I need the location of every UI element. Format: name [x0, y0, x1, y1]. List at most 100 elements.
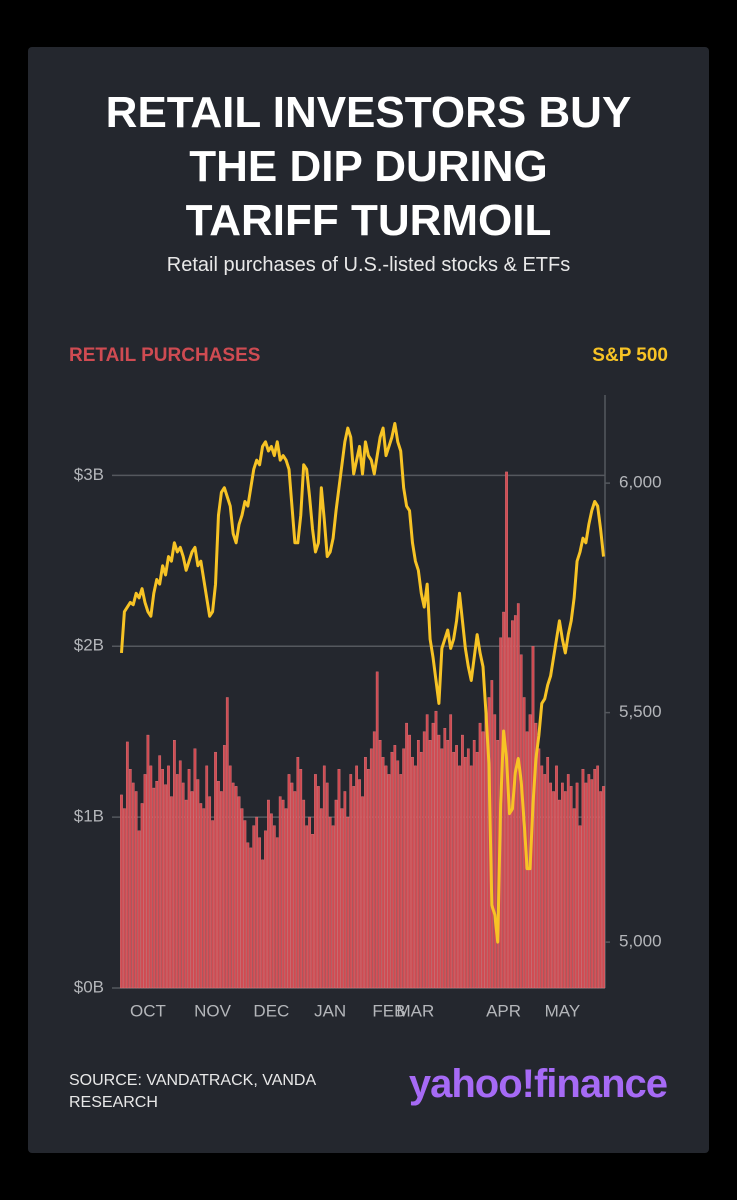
bar — [178, 760, 182, 989]
bar — [287, 774, 291, 989]
bar — [240, 808, 244, 989]
bar — [267, 799, 270, 989]
bar — [128, 769, 132, 989]
bar — [563, 791, 567, 989]
bar — [581, 769, 585, 989]
bar — [293, 791, 297, 989]
bar — [272, 825, 276, 989]
bar — [484, 714, 488, 989]
bar — [264, 830, 267, 989]
bar — [202, 808, 206, 989]
bar — [161, 769, 164, 989]
bar — [143, 774, 147, 989]
x-tick-label: JAN — [314, 1001, 346, 1020]
bar — [519, 654, 523, 989]
bar — [390, 751, 394, 989]
bar — [443, 728, 447, 989]
bar — [472, 740, 476, 989]
line — [119, 421, 606, 944]
bar — [369, 748, 373, 989]
bar — [452, 751, 455, 989]
bar — [543, 774, 547, 989]
x-tick-label: MAY — [545, 1001, 581, 1020]
bar — [258, 837, 261, 989]
bar — [220, 791, 223, 989]
bar — [346, 816, 350, 989]
bar — [234, 786, 238, 989]
bar — [131, 782, 135, 989]
bar — [181, 782, 185, 989]
bar — [555, 765, 558, 989]
bar — [419, 751, 423, 989]
bar — [205, 765, 209, 989]
bar — [431, 722, 435, 989]
bar — [352, 786, 356, 989]
bar — [355, 765, 358, 989]
bar — [546, 757, 550, 989]
bar — [249, 847, 253, 989]
bar — [275, 837, 279, 989]
bar — [446, 740, 450, 989]
bar — [575, 782, 579, 989]
bar — [311, 833, 314, 989]
bar — [593, 769, 597, 989]
bar — [170, 796, 173, 989]
bar — [422, 731, 426, 989]
bar — [284, 808, 288, 989]
bar — [602, 786, 605, 989]
bar — [387, 774, 391, 989]
bar — [187, 769, 191, 989]
bar — [578, 825, 582, 989]
bar — [461, 734, 464, 989]
bar — [537, 748, 541, 989]
bar — [167, 765, 170, 989]
bar — [120, 794, 123, 989]
bar — [137, 830, 141, 989]
bar — [475, 751, 479, 989]
bar — [558, 799, 561, 989]
x-tick-label: APR — [486, 1001, 521, 1020]
bar — [158, 755, 162, 989]
bar — [449, 714, 453, 989]
x-tick-label: MAR — [397, 1001, 435, 1020]
bar — [469, 765, 473, 989]
bar — [349, 774, 353, 989]
bar — [375, 671, 379, 989]
bar — [290, 782, 294, 989]
bar — [302, 799, 306, 989]
bar — [358, 779, 361, 989]
bar — [196, 779, 200, 989]
bar — [305, 825, 309, 989]
bar — [334, 799, 338, 989]
y2-tick-label: 5,000 — [619, 932, 662, 951]
y2-tick-label: 6,000 — [619, 473, 662, 492]
bar — [149, 765, 153, 989]
bar — [378, 740, 382, 989]
bar — [214, 751, 217, 989]
bar — [237, 796, 241, 989]
bar — [299, 769, 303, 989]
bar — [396, 760, 400, 989]
x-tick-label: DEC — [253, 1001, 289, 1020]
bar — [243, 820, 247, 989]
bar — [319, 808, 323, 989]
bar — [596, 765, 600, 989]
bar — [208, 796, 212, 989]
bar — [246, 842, 250, 989]
axis-title: S&P 500 — [592, 345, 668, 366]
bar — [513, 615, 517, 989]
subtitle: Retail purchases of U.S.-listed stocks &… — [166, 254, 571, 276]
bar — [222, 745, 226, 989]
bar — [175, 774, 179, 989]
bar — [408, 734, 411, 989]
bar — [123, 808, 126, 989]
bar — [428, 740, 432, 989]
chart-title: THE DIP DURING — [189, 142, 548, 191]
x-tick-label: NOV — [194, 1001, 232, 1020]
bar — [458, 765, 461, 989]
logo: yahoo!finance — [408, 1062, 668, 1106]
axis-title: RETAIL PURCHASES — [69, 345, 260, 366]
bar — [405, 722, 408, 989]
